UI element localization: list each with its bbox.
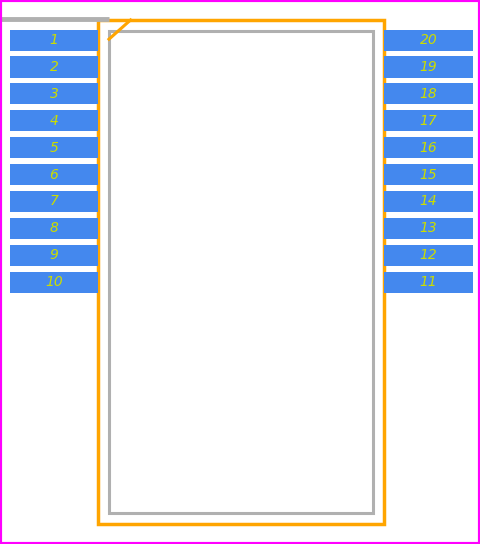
Text: 9: 9 bbox=[49, 248, 59, 262]
Bar bbox=[10, 271, 98, 293]
Bar bbox=[10, 57, 98, 78]
Text: 16: 16 bbox=[420, 141, 437, 154]
Text: 5: 5 bbox=[49, 141, 59, 154]
Bar bbox=[10, 137, 98, 158]
Bar bbox=[384, 245, 473, 266]
Text: 12: 12 bbox=[420, 248, 437, 262]
Text: 7: 7 bbox=[49, 194, 59, 208]
Text: 20: 20 bbox=[420, 33, 437, 47]
Bar bbox=[384, 110, 473, 131]
Bar bbox=[10, 83, 98, 104]
Text: 6: 6 bbox=[49, 168, 59, 182]
Bar bbox=[384, 164, 473, 185]
Text: 1: 1 bbox=[49, 33, 59, 47]
Bar bbox=[10, 164, 98, 185]
Bar bbox=[384, 83, 473, 104]
Text: 2: 2 bbox=[49, 60, 59, 74]
Text: 10: 10 bbox=[45, 275, 63, 289]
Text: 14: 14 bbox=[420, 194, 437, 208]
Text: 8: 8 bbox=[49, 221, 59, 236]
Bar bbox=[10, 110, 98, 131]
Text: 13: 13 bbox=[420, 221, 437, 236]
Text: 19: 19 bbox=[420, 60, 437, 74]
Bar bbox=[10, 218, 98, 239]
Bar bbox=[98, 20, 384, 524]
Text: 18: 18 bbox=[420, 87, 437, 101]
Bar bbox=[384, 57, 473, 78]
Text: 4: 4 bbox=[49, 114, 59, 128]
Bar bbox=[384, 218, 473, 239]
Bar bbox=[384, 271, 473, 293]
Text: 15: 15 bbox=[420, 168, 437, 182]
Text: 11: 11 bbox=[420, 275, 437, 289]
Bar bbox=[10, 191, 98, 212]
Bar bbox=[384, 191, 473, 212]
Text: 3: 3 bbox=[49, 87, 59, 101]
Bar bbox=[10, 245, 98, 266]
Bar bbox=[384, 137, 473, 158]
Text: 17: 17 bbox=[420, 114, 437, 128]
Bar bbox=[10, 29, 98, 51]
Bar bbox=[384, 29, 473, 51]
Bar bbox=[109, 30, 373, 514]
